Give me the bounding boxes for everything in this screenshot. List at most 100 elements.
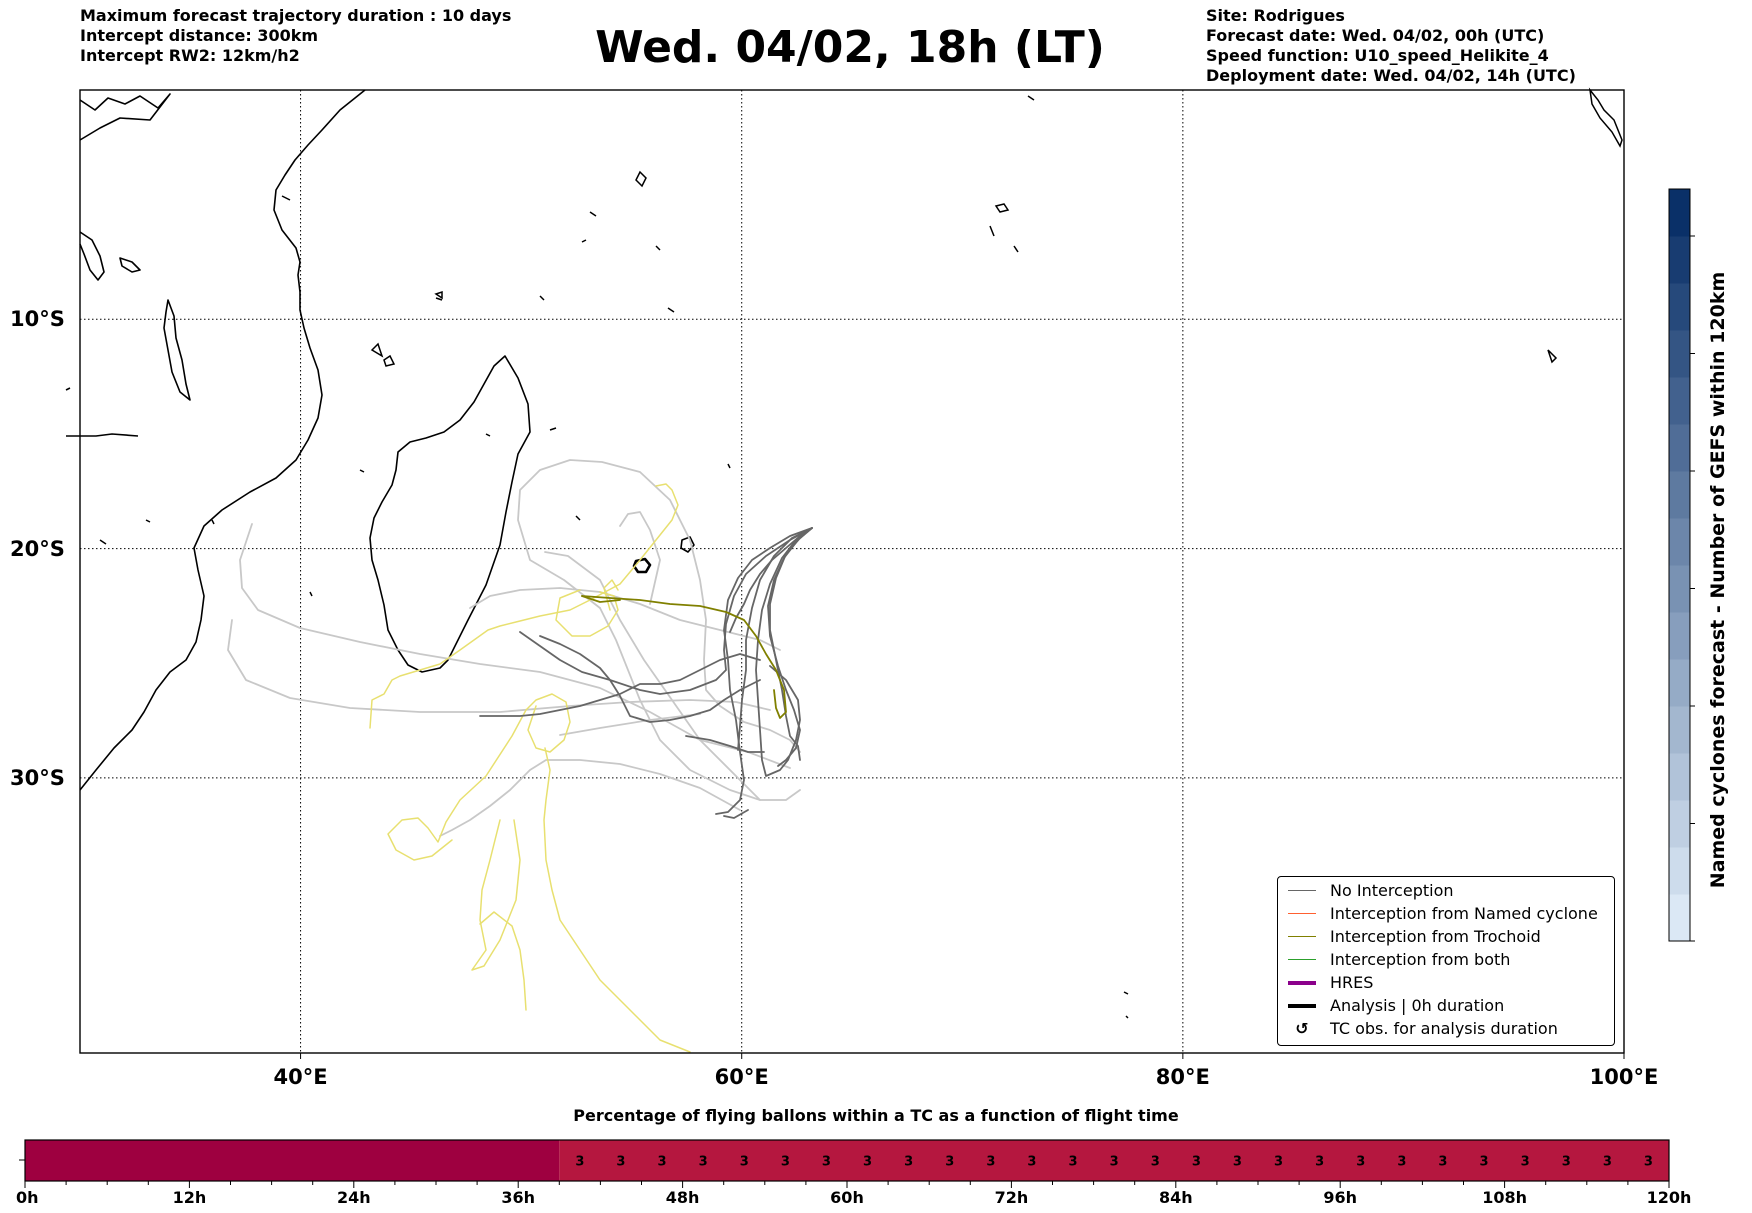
heatmap-value-label: 3 bbox=[1027, 1155, 1036, 1170]
heatmap-value-label: 3 bbox=[1315, 1155, 1324, 1170]
legend-swatch-no-interception bbox=[1288, 889, 1316, 892]
settings-line-distance: Intercept distance: 300km bbox=[80, 26, 319, 45]
trochoid-trajectories bbox=[581, 595, 787, 719]
info-line-deployment-date: Deployment date: Wed. 04/02, 14h (UTC) bbox=[1206, 66, 1576, 85]
heatmap-value-label: 3 bbox=[740, 1155, 749, 1170]
colorbar-segment bbox=[1669, 847, 1690, 895]
heatmap-frame bbox=[24, 1139, 1670, 1182]
lon-tick-label-100: 100°E bbox=[1589, 1065, 1659, 1089]
colorbar-label: Named cyclones forecast - Number of GEFS… bbox=[1707, 271, 1729, 889]
map-tick-marks bbox=[300, 1053, 1625, 1059]
heatmap-value-label: 3 bbox=[575, 1155, 584, 1170]
colorbar-segment bbox=[1669, 894, 1690, 942]
colorbar-segment bbox=[1669, 330, 1690, 378]
colorbar-segment bbox=[1669, 612, 1690, 660]
heatmap-value-label: 3 bbox=[1397, 1155, 1406, 1170]
heatmap-value-label: 3 bbox=[822, 1155, 831, 1170]
heatmap-cell-1 bbox=[559, 1140, 1669, 1181]
coastlines bbox=[65, 89, 695, 791]
forecast-settings: Maximum forecast trajectory duration : 1… bbox=[80, 6, 511, 66]
heatmap-value-label: 3 bbox=[863, 1155, 872, 1170]
settings-line-duration: Maximum forecast trajectory duration : 1… bbox=[80, 6, 512, 25]
lon-tick-label-40: 40°E bbox=[273, 1065, 328, 1089]
coast-socotra bbox=[119, 257, 141, 273]
map-frame bbox=[79, 89, 1625, 1054]
heatmap-value-label: 3 bbox=[781, 1155, 790, 1170]
legend-swatch-trochoid bbox=[1288, 935, 1316, 938]
heatmap-value-label: 3 bbox=[1644, 1155, 1653, 1170]
heatmap-value-label: 3 bbox=[1480, 1155, 1489, 1170]
coast-africa bbox=[79, 89, 366, 791]
heatmap-value-label: 3 bbox=[616, 1155, 625, 1170]
lat-tick-label-30s: 30°S bbox=[10, 765, 65, 790]
colorbar-segment bbox=[1669, 706, 1690, 754]
map-legend: No Interception Interception from Named … bbox=[1277, 876, 1615, 1046]
small-islands bbox=[99, 87, 1623, 1019]
info-line-speed-function: Speed function: U10_speed_Helikite_4 bbox=[1206, 46, 1549, 65]
heatmap-value-label: 3 bbox=[1603, 1155, 1612, 1170]
colorbar-segment bbox=[1669, 565, 1690, 613]
balloon-trajectories bbox=[227, 459, 813, 1053]
legend-swatch-hres bbox=[1288, 980, 1316, 985]
colorbar-frame bbox=[1668, 188, 1691, 942]
light-trajectories bbox=[227, 459, 801, 837]
colorbar-segment bbox=[1669, 424, 1690, 472]
time-tick-label-84h: 84h bbox=[1158, 1188, 1193, 1207]
heatmap-cell-0 bbox=[25, 1140, 560, 1181]
coast-comoros bbox=[65, 387, 71, 391]
tc-obs-icon: ↺ bbox=[1295, 1019, 1309, 1038]
coast-reunion bbox=[632, 557, 652, 574]
heatmap-value-label: 3 bbox=[658, 1155, 667, 1170]
heatmap-x-ticks bbox=[24, 1181, 1670, 1188]
lat-tick-label-20s: 20°S bbox=[10, 536, 65, 561]
time-tick-label-48h: 48h bbox=[665, 1188, 700, 1207]
no-interception-trajectories bbox=[479, 527, 813, 819]
info-line-forecast-date: Forecast date: Wed. 04/02, 00h (UTC) bbox=[1206, 26, 1545, 45]
heatmap-value-label: 3 bbox=[1521, 1155, 1530, 1170]
lon-tick-label-60: 60°E bbox=[714, 1065, 769, 1089]
colorbar-segment bbox=[1669, 800, 1690, 848]
heatmap-value-label: 3 bbox=[1562, 1155, 1571, 1170]
colorbar-segment bbox=[1669, 753, 1690, 801]
heatmap-value-label: 3 bbox=[904, 1155, 913, 1170]
legend-item-both: Interception from both bbox=[1278, 948, 1510, 971]
legend-item-tc-obs: ↺ TC obs. for analysis duration bbox=[1295, 1019, 1558, 1038]
legend-item-no-interception: No Interception bbox=[1278, 879, 1454, 902]
heatmap-value-labels: 3 3 3 3 3 3 3 3 3 3 3 3 3 3 3 3 3 3 3 3 3 3 3 3 3 3 3 bbox=[575, 1155, 1653, 1170]
coast-madagascar bbox=[369, 355, 531, 673]
colorbar-segment bbox=[1669, 471, 1690, 519]
legend-item-hres: HRES bbox=[1278, 971, 1373, 994]
lat-tick-label-10s: 10°S bbox=[10, 307, 65, 332]
colorbar-segment bbox=[1669, 518, 1690, 566]
heatmap-value-label: 3 bbox=[1110, 1155, 1119, 1170]
legend-item-named-cyclone: Interception from Named cyclone bbox=[1278, 902, 1598, 925]
page-title: Wed. 04/02, 18h (LT) bbox=[595, 22, 1105, 73]
heatmap-value-label: 3 bbox=[1151, 1155, 1160, 1170]
time-tick-label-120h: 120h bbox=[1646, 1188, 1692, 1207]
time-tick-label-96h: 96h bbox=[1323, 1188, 1358, 1207]
coast-horn bbox=[79, 231, 105, 281]
heatmap-cells bbox=[25, 1140, 1669, 1181]
colorbar-segment bbox=[1669, 377, 1690, 425]
legend-item-trochoid: Interception from Trochoid bbox=[1278, 925, 1541, 948]
time-tick-label-60h: 60h bbox=[830, 1188, 864, 1207]
lon-tick-label-80: 80°E bbox=[1155, 1065, 1210, 1089]
colorbar bbox=[1668, 188, 1695, 942]
colorbar-segment bbox=[1669, 283, 1690, 331]
legend-item-analysis: Analysis | 0h duration bbox=[1278, 994, 1504, 1017]
time-tick-label-0h: 0h bbox=[16, 1188, 39, 1207]
heatmap-value-label: 3 bbox=[699, 1155, 708, 1170]
timebar-title: Percentage of flying ballons within a TC… bbox=[573, 1106, 1179, 1125]
heatmap-value-label: 3 bbox=[986, 1155, 995, 1170]
heatmap-value-label: 3 bbox=[1274, 1155, 1283, 1170]
map-gridlines bbox=[80, 90, 1624, 1053]
colorbar-segment bbox=[1669, 189, 1690, 237]
time-tick-label-12h: 12h bbox=[172, 1188, 207, 1207]
colorbar-segment bbox=[1669, 236, 1690, 284]
legend-swatch-analysis bbox=[1288, 1003, 1316, 1008]
coast-pemba bbox=[66, 433, 139, 437]
time-tick-label-72h: 72h bbox=[994, 1188, 1029, 1207]
heatmap-value-label: 3 bbox=[1192, 1155, 1201, 1170]
colorbar-segment bbox=[1669, 659, 1690, 707]
settings-line-rw2: Intercept RW2: 12km/h2 bbox=[80, 46, 300, 65]
